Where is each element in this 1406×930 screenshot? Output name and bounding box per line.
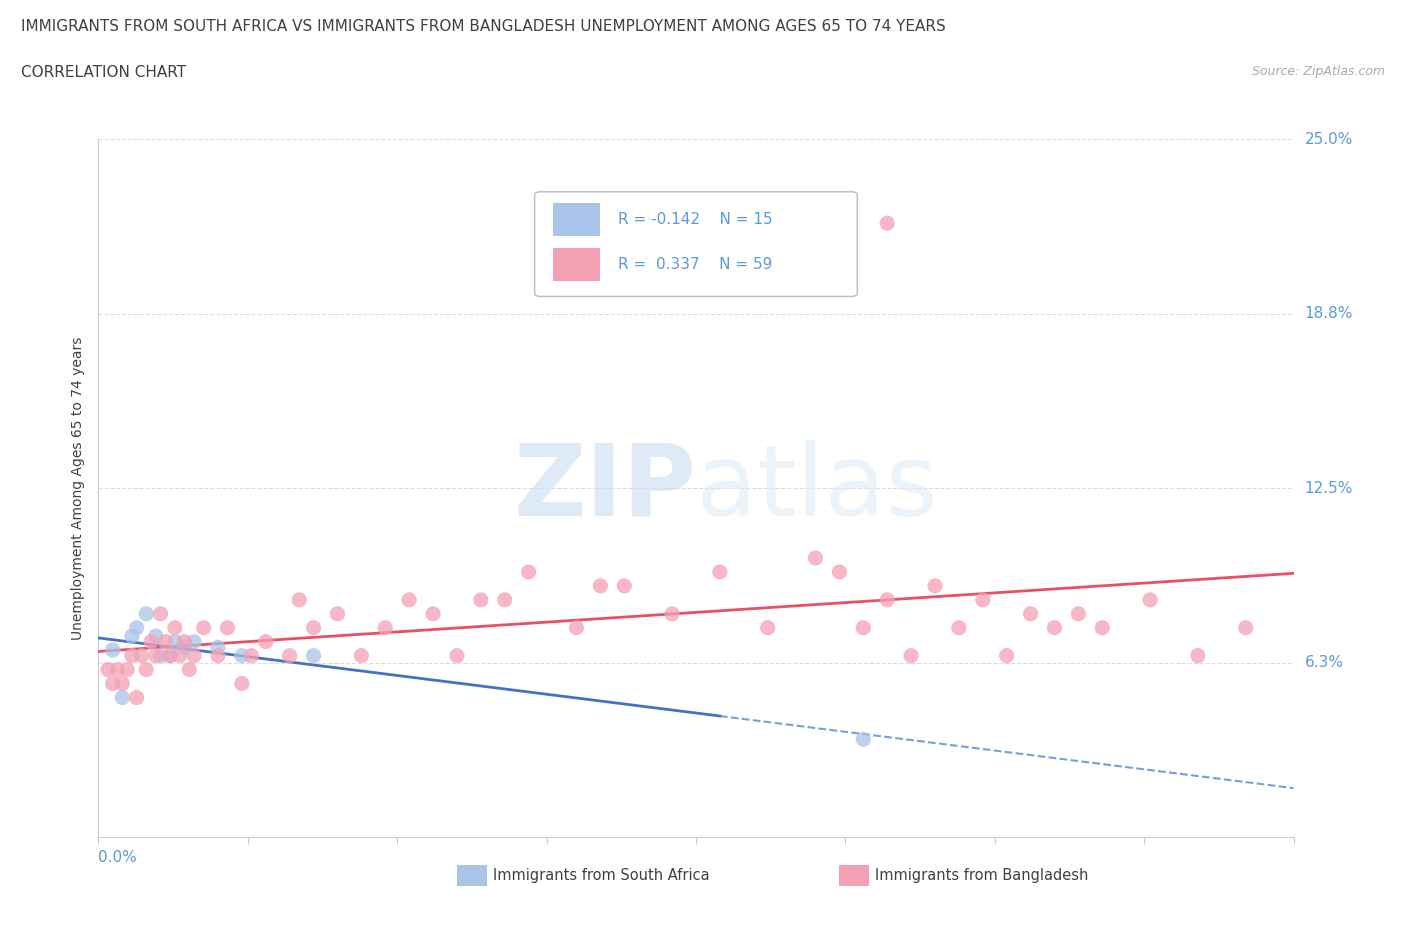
Point xyxy=(101,676,124,691)
Point xyxy=(1067,606,1090,621)
Point xyxy=(125,620,148,635)
Text: R =  0.337    N = 59: R = 0.337 N = 59 xyxy=(619,257,773,272)
Point xyxy=(207,648,229,663)
Point xyxy=(302,620,325,635)
Text: atlas: atlas xyxy=(696,440,938,537)
Point xyxy=(709,565,731,579)
Text: R = -0.142    N = 15: R = -0.142 N = 15 xyxy=(619,212,773,227)
Point xyxy=(183,634,205,649)
Point xyxy=(350,648,373,663)
Point xyxy=(804,551,827,565)
Point xyxy=(278,648,301,663)
FancyBboxPatch shape xyxy=(839,865,869,885)
Point xyxy=(101,643,124,658)
Point xyxy=(173,634,195,649)
Point xyxy=(661,606,683,621)
Point xyxy=(179,662,201,677)
Point xyxy=(97,662,120,677)
Point xyxy=(111,676,134,691)
Text: 18.8%: 18.8% xyxy=(1305,306,1353,322)
Point xyxy=(135,606,157,621)
Point xyxy=(231,648,253,663)
Text: ZIP: ZIP xyxy=(513,440,696,537)
Text: Source: ZipAtlas.com: Source: ZipAtlas.com xyxy=(1251,65,1385,78)
Point xyxy=(135,662,157,677)
Y-axis label: Unemployment Among Ages 65 to 74 years: Unemployment Among Ages 65 to 74 years xyxy=(72,337,86,640)
Text: Immigrants from South Africa: Immigrants from South Africa xyxy=(494,868,710,883)
Point xyxy=(111,690,134,705)
Point xyxy=(613,578,636,593)
Text: 0.0%: 0.0% xyxy=(98,850,138,865)
Point xyxy=(828,565,851,579)
FancyBboxPatch shape xyxy=(457,865,486,885)
Text: 6.3%: 6.3% xyxy=(1305,655,1344,671)
Text: 25.0%: 25.0% xyxy=(1305,132,1353,147)
FancyBboxPatch shape xyxy=(534,192,858,297)
Point xyxy=(1234,620,1257,635)
Point xyxy=(217,620,239,635)
Point xyxy=(145,629,167,644)
Point xyxy=(254,634,277,649)
Point xyxy=(1139,592,1161,607)
Point xyxy=(1043,620,1066,635)
Point xyxy=(163,634,186,649)
Point xyxy=(107,662,129,677)
Point xyxy=(972,592,994,607)
Point xyxy=(494,592,516,607)
Point xyxy=(446,648,468,663)
Point xyxy=(876,216,898,231)
Point xyxy=(231,676,253,691)
Point xyxy=(589,578,612,593)
Point xyxy=(876,592,898,607)
Point xyxy=(756,620,779,635)
FancyBboxPatch shape xyxy=(553,203,600,236)
Point xyxy=(1019,606,1042,621)
Point xyxy=(169,648,191,663)
Point xyxy=(326,606,349,621)
Point xyxy=(159,648,181,663)
Point xyxy=(131,648,153,663)
Point xyxy=(398,592,420,607)
Point xyxy=(302,648,325,663)
Point xyxy=(163,620,186,635)
Point xyxy=(121,629,143,644)
Point xyxy=(995,648,1018,663)
Point xyxy=(924,578,946,593)
Point xyxy=(900,648,922,663)
Point xyxy=(183,648,205,663)
Point xyxy=(374,620,396,635)
Point xyxy=(173,640,195,655)
Point xyxy=(193,620,215,635)
Text: Immigrants from Bangladesh: Immigrants from Bangladesh xyxy=(875,868,1088,883)
Point xyxy=(288,592,311,607)
Point xyxy=(149,648,172,663)
Point xyxy=(422,606,444,621)
Point xyxy=(139,634,162,649)
Point xyxy=(1187,648,1209,663)
Text: 12.5%: 12.5% xyxy=(1305,481,1353,496)
Point xyxy=(121,648,143,663)
Point xyxy=(1091,620,1114,635)
Point xyxy=(159,648,181,663)
Point xyxy=(207,640,229,655)
Point xyxy=(852,620,875,635)
Text: IMMIGRANTS FROM SOUTH AFRICA VS IMMIGRANTS FROM BANGLADESH UNEMPLOYMENT AMONG AG: IMMIGRANTS FROM SOUTH AFRICA VS IMMIGRAN… xyxy=(21,19,946,33)
Point xyxy=(470,592,492,607)
Point xyxy=(852,732,875,747)
Point xyxy=(517,565,540,579)
Point xyxy=(125,690,148,705)
Point xyxy=(240,648,263,663)
Text: CORRELATION CHART: CORRELATION CHART xyxy=(21,65,186,80)
Point xyxy=(155,634,177,649)
FancyBboxPatch shape xyxy=(553,247,600,281)
Point xyxy=(565,620,588,635)
Point xyxy=(149,606,172,621)
Point xyxy=(948,620,970,635)
Point xyxy=(145,648,167,663)
Point xyxy=(115,662,138,677)
